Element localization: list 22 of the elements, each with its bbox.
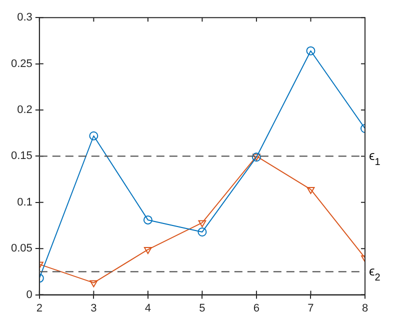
point xyxy=(89,131,98,140)
y-tick-label: 0.15 xyxy=(10,150,32,162)
point xyxy=(144,247,152,254)
x-tick-label: 7 xyxy=(308,302,314,314)
y-tick-label: 0.1 xyxy=(17,196,32,208)
x-tick-label: 8 xyxy=(362,302,368,314)
x-tick-label: 4 xyxy=(144,302,151,314)
point xyxy=(198,227,207,236)
point xyxy=(306,46,316,56)
y-tick-label: 0.25 xyxy=(10,58,32,70)
x-tick-label: 3 xyxy=(90,302,97,314)
x-tick-label: 5 xyxy=(199,302,206,314)
y-tick-label: 0.05 xyxy=(10,242,32,255)
x-tick-label: 6 xyxy=(253,302,260,314)
y-tick-label: 0.3 xyxy=(17,12,32,24)
y-tick-label: 0.2 xyxy=(17,104,32,116)
point xyxy=(306,186,315,194)
y-tick-label: 0 xyxy=(26,288,32,301)
x-tick-label: 2 xyxy=(36,302,42,314)
point xyxy=(90,280,98,288)
point xyxy=(198,220,206,228)
point xyxy=(143,215,152,224)
